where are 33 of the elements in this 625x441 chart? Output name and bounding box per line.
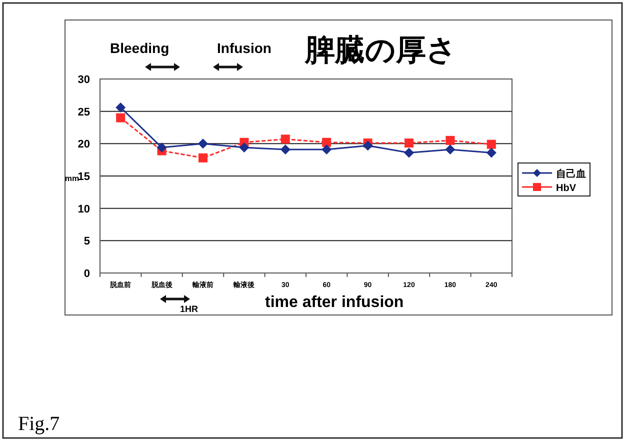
point bbox=[362, 140, 373, 151]
point bbox=[116, 102, 126, 112]
point bbox=[486, 140, 496, 149]
point bbox=[404, 148, 414, 158]
point bbox=[322, 138, 332, 147]
point bbox=[239, 142, 250, 153]
x-axis-title: time after infusion bbox=[265, 294, 404, 311]
point bbox=[446, 136, 455, 145]
point bbox=[280, 134, 290, 144]
legend-label: HbV bbox=[556, 183, 576, 194]
text: Bleeding bbox=[110, 40, 170, 56]
y-tick-label: 0 bbox=[84, 268, 90, 280]
point bbox=[198, 153, 208, 162]
point bbox=[486, 148, 496, 158]
y-tick-label: 10 bbox=[78, 203, 90, 216]
point bbox=[156, 142, 167, 153]
point bbox=[445, 144, 456, 154]
y-axis-title: mm bbox=[64, 174, 80, 183]
point bbox=[198, 138, 208, 149]
point bbox=[404, 138, 414, 148]
chart-title: 脾臓の厚さ bbox=[304, 34, 457, 67]
y-tick-label: 25 bbox=[78, 106, 90, 118]
caption: Fig.7 bbox=[18, 413, 60, 435]
y-tick-label: 15 bbox=[78, 171, 90, 183]
text: 1HR bbox=[180, 304, 199, 314]
legend-label: 自己血 bbox=[556, 168, 586, 180]
text: Infusion bbox=[217, 40, 272, 56]
y-tick-label: 5 bbox=[84, 236, 90, 248]
point bbox=[322, 144, 332, 154]
y-tick-label: 30 bbox=[78, 74, 90, 86]
y-tick-label: 20 bbox=[78, 138, 90, 151]
point bbox=[280, 144, 290, 154]
point bbox=[116, 113, 126, 122]
